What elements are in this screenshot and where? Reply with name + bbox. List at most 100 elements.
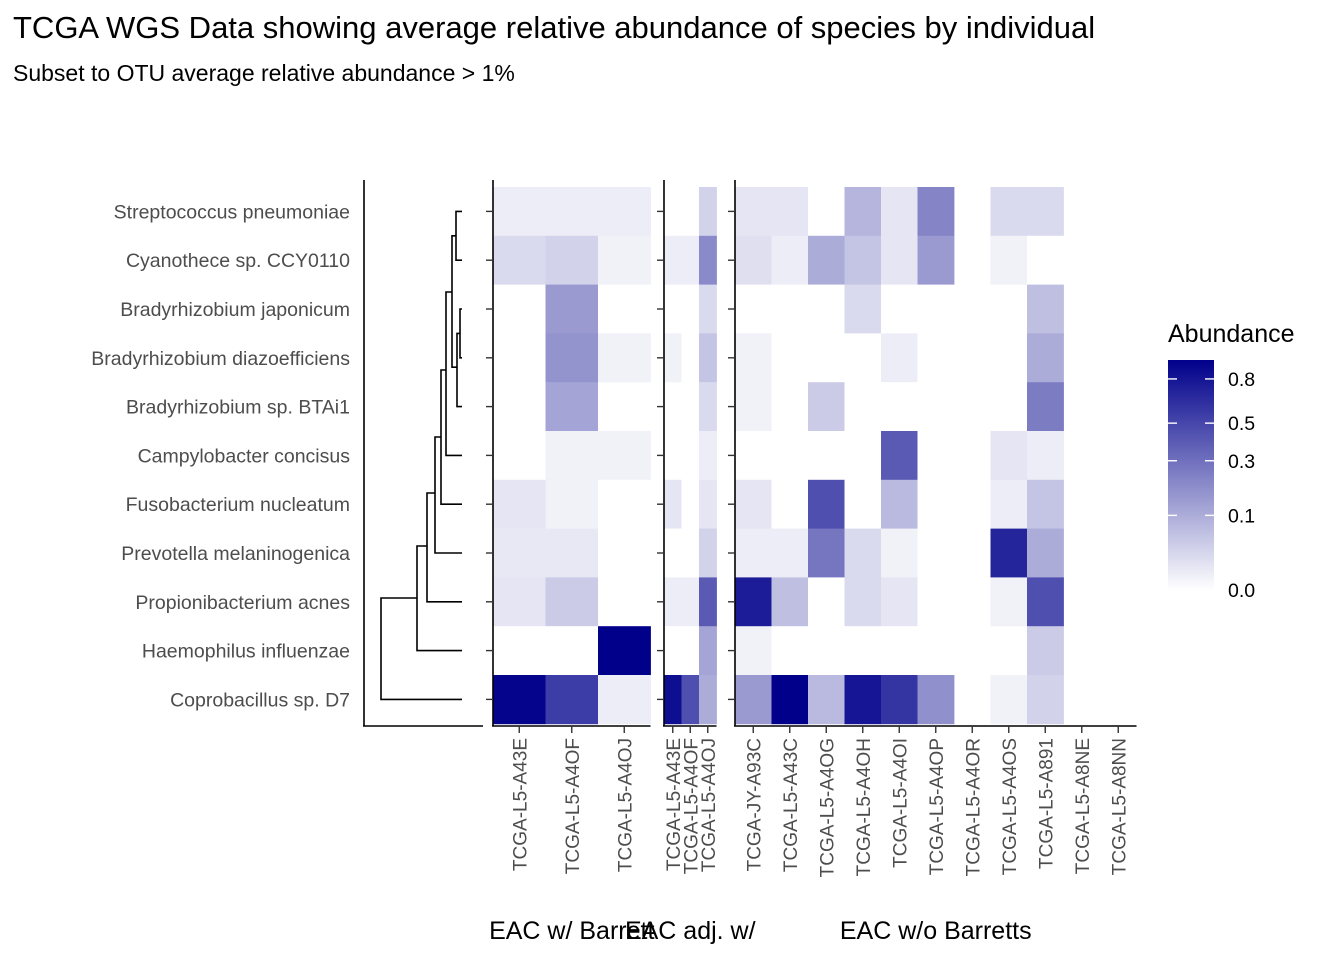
heatmap-cell bbox=[990, 528, 1028, 578]
column-label: TCGA-L5-A43E bbox=[664, 738, 685, 871]
heatmap-cell bbox=[699, 333, 717, 383]
heatmap-cell bbox=[699, 187, 717, 237]
heatmap-cell bbox=[681, 187, 700, 237]
heatmap-cell bbox=[598, 479, 651, 529]
heatmap-cell bbox=[681, 333, 700, 383]
row-label: Cyanothece sp. CCY0110 bbox=[126, 250, 350, 272]
column-label: TCGA-L5-A4OP bbox=[927, 738, 948, 875]
heatmap-cell bbox=[1027, 626, 1064, 676]
heatmap-cell bbox=[917, 479, 955, 529]
heatmap-cell bbox=[681, 284, 700, 334]
heatmap-cell bbox=[917, 431, 955, 481]
legend-tick-label: 0.1 bbox=[1228, 505, 1255, 527]
heatmap-cell bbox=[844, 431, 882, 481]
column-label: TCGA-L5-A4OF bbox=[563, 738, 584, 874]
column-label: TCGA-L5-A4OJ bbox=[615, 738, 636, 872]
heatmap-cell bbox=[808, 431, 845, 481]
heatmap-cell bbox=[735, 626, 772, 676]
heatmap-cell bbox=[808, 284, 845, 334]
heatmap-cell bbox=[598, 626, 651, 676]
heatmap-cell bbox=[771, 528, 809, 578]
column-labels: TCGA-L5-A43E TCGA-L5-A4OF TCGA-L5-A4OJ TCGA… bbox=[510, 738, 1130, 877]
legend-tick-label: 0.3 bbox=[1228, 451, 1255, 473]
heatmap-cell bbox=[735, 675, 772, 725]
column-label: TCGA-L5-A4OS bbox=[1000, 738, 1021, 875]
panel-label: EAC w/o Barretts bbox=[840, 917, 1032, 945]
heatmap-cell bbox=[808, 187, 845, 237]
heatmap-cell bbox=[990, 284, 1028, 334]
heatmap-cell bbox=[664, 382, 682, 432]
heatmap-cell bbox=[1027, 479, 1064, 529]
heatmap-cell bbox=[735, 431, 772, 481]
heatmap-cell bbox=[545, 577, 599, 627]
heatmap-cell bbox=[735, 187, 772, 237]
heatmap-cell bbox=[735, 333, 772, 383]
heatmap-cell bbox=[990, 675, 1028, 725]
row-label: Coprobacillus sp. D7 bbox=[170, 689, 350, 711]
heatmap-cell bbox=[771, 577, 809, 627]
heatmap-cell bbox=[699, 431, 717, 481]
heatmap-cell bbox=[681, 626, 700, 676]
heatmap-cell bbox=[990, 187, 1028, 237]
heatmap-cell bbox=[1027, 284, 1064, 334]
heatmap-cell bbox=[545, 626, 599, 676]
heatmap-cell bbox=[493, 284, 546, 334]
column-label: TCGA-L5-A43C bbox=[781, 738, 802, 872]
heatmap-cell bbox=[735, 479, 772, 529]
panel-label: EAC adj. w/ bbox=[625, 917, 756, 945]
heatmap-cell bbox=[735, 235, 772, 285]
chart-subtitle: Subset to OTU average relative abundance… bbox=[13, 60, 515, 86]
heatmap-cell bbox=[990, 479, 1028, 529]
heatmap-cell bbox=[881, 431, 918, 481]
heatmap-cell bbox=[844, 577, 882, 627]
heatmap-cell bbox=[844, 333, 882, 383]
heatmap-cell bbox=[735, 284, 772, 334]
heatmap-cell bbox=[917, 284, 955, 334]
heatmap-cell bbox=[545, 431, 599, 481]
heatmap-cell bbox=[735, 382, 772, 432]
heatmap-cell bbox=[881, 528, 918, 578]
heatmap-cell bbox=[1027, 187, 1064, 237]
heatmap-cell bbox=[699, 528, 717, 578]
heatmap-cell bbox=[808, 675, 845, 725]
color-legend: Abundance 0.0 0.1 0.3 0.5 0.8 bbox=[1168, 320, 1295, 602]
heatmap-cell bbox=[1027, 235, 1064, 285]
legend-colorbar bbox=[1168, 360, 1214, 590]
heatmap-cell bbox=[881, 626, 918, 676]
heatmap-cell bbox=[808, 626, 845, 676]
heatmap-cell bbox=[664, 431, 682, 481]
column-label: TCGA-L5-A4OG bbox=[817, 738, 838, 877]
column-label: TCGA-L5-A4OH bbox=[854, 738, 875, 876]
heatmap-cell bbox=[844, 479, 882, 529]
heatmap-cell bbox=[881, 187, 918, 237]
heatmap-cell bbox=[881, 333, 918, 383]
heatmap-cell bbox=[881, 284, 918, 334]
heatmap-cell bbox=[1027, 528, 1064, 578]
heatmap-cell bbox=[917, 187, 955, 237]
column-label: TCGA-L5-A4OJ bbox=[699, 738, 720, 872]
row-label: Prevotella melaninogenica bbox=[121, 543, 350, 565]
heatmap-cell bbox=[990, 626, 1028, 676]
heatmap-cell bbox=[917, 577, 955, 627]
heatmap-cell bbox=[881, 382, 918, 432]
legend-ticks: 0.0 0.1 0.3 0.5 0.8 bbox=[1168, 369, 1255, 602]
heatmap-cell bbox=[808, 333, 845, 383]
heatmap-cell bbox=[990, 333, 1028, 383]
heatmap-cell bbox=[990, 577, 1028, 627]
dendrogram-branch bbox=[445, 291, 462, 457]
heatmap-cell bbox=[598, 577, 651, 627]
dendrogram-branch bbox=[459, 308, 462, 359]
heatmap-cell bbox=[881, 577, 918, 627]
heatmap-cell bbox=[598, 528, 651, 578]
legend-title: Abundance bbox=[1168, 320, 1295, 348]
heatmap-cell bbox=[664, 675, 682, 725]
heatmap-cell bbox=[545, 528, 599, 578]
heatmap-cell bbox=[881, 479, 918, 529]
heatmap-cell bbox=[545, 479, 599, 529]
heatmap-cell bbox=[771, 675, 809, 725]
row-label: Propionibacterium acnes bbox=[135, 592, 350, 614]
heatmap-cell bbox=[493, 528, 546, 578]
heatmap-cell bbox=[681, 528, 700, 578]
column-label: TCGA-L5-A8NE bbox=[1073, 738, 1094, 874]
heatmap-cell bbox=[493, 235, 546, 285]
